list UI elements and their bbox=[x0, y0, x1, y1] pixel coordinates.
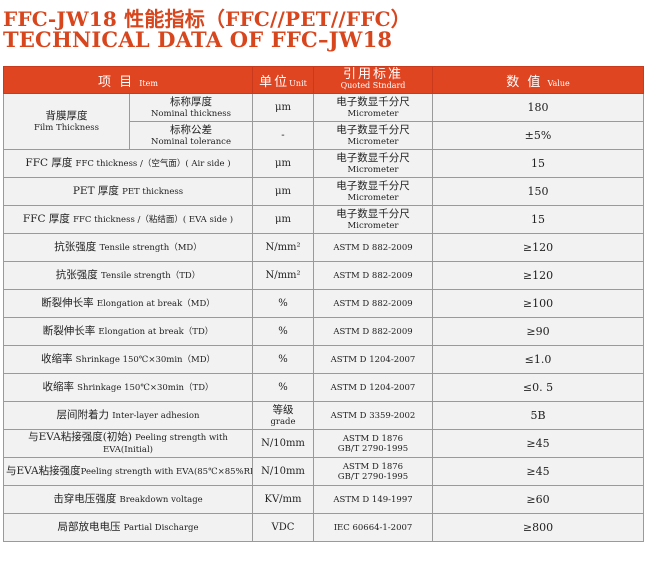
page-title-cn: FFC-JW18 性能指标（FFC//PET//FFC） bbox=[3, 7, 411, 31]
technical-data-table: 项 目 Item 单位Unit 引用标准 Quoted Stndard 数 值 V… bbox=[3, 66, 644, 542]
standard-cell: 电子数显千分尺 Micrometer bbox=[313, 93, 433, 122]
standard-cell: ASTM D 882-2009 bbox=[313, 317, 433, 346]
value-cell: 5B bbox=[432, 401, 644, 430]
unit-cell: μm bbox=[252, 177, 314, 206]
header-unit: 单位Unit bbox=[252, 66, 314, 94]
unit-cell: VDC bbox=[252, 513, 314, 542]
unit-cell: KV/mm bbox=[252, 485, 314, 514]
unit-cell: % bbox=[252, 345, 314, 374]
unit-cell: % bbox=[252, 373, 314, 402]
item-cell: PET 厚度 PET thickness bbox=[3, 177, 253, 206]
table-row: 层间附着力 Inter-layer adhesion 等级 grade ASTM D … bbox=[3, 401, 644, 430]
page-title-en: TECHNICAL DATA OF FFC–JW18 bbox=[3, 27, 393, 52]
header-standard: 引用标准 Quoted Stndard bbox=[313, 66, 433, 94]
table-row: 收缩率 Shrinkage 150℃×30min（MD）% ASTM D 1204… bbox=[3, 345, 644, 374]
table-row: 标称公差 Nominal tolerance - 电子数显千分尺 Micromete… bbox=[4, 121, 644, 150]
nominal-tolerance-label: 标称公差 Nominal tolerance bbox=[129, 121, 253, 150]
table-row: 局部放电电压 Partial Discharge VDC IEC 60664-1-2… bbox=[3, 513, 644, 542]
standard-cell: 电子数显千分尺 Micrometer bbox=[313, 177, 433, 206]
unit-cell: N/10mm bbox=[252, 429, 314, 458]
table-row: 击穿电压强度 Breakdown voltage KV/mm ASTM D 149-… bbox=[3, 485, 644, 514]
item-cell: 与EVA粘接强度(初始) Peeling strength with EVA(I… bbox=[3, 429, 253, 458]
table-row: 收缩率 Shrinkage 150℃×30min（TD）% ASTM D 1204… bbox=[3, 373, 644, 402]
standard-cell: 电子数显千分尺 Micrometer bbox=[313, 149, 433, 178]
item-cell: FFC 厚度 FFC thickness /（空气面）( Air side ) bbox=[3, 149, 253, 178]
table-row: 抗张强度 Tensile strength（MD） N/mm² ASTM D 882… bbox=[3, 233, 644, 262]
header-value: 数 值 Value bbox=[432, 66, 644, 94]
item-cell: 与EVA粘接强度Peeling strength with EVA(85℃×85… bbox=[3, 457, 253, 486]
table-row: PET 厚度 PET thickness μm 电子数显千分尺 Micrometer 1… bbox=[3, 177, 644, 206]
unit-cell: % bbox=[252, 289, 314, 318]
unit-cell: μm bbox=[252, 149, 314, 178]
unit-cell: - bbox=[252, 121, 314, 150]
value-cell: ±5% bbox=[432, 121, 644, 150]
standard-cell: ASTM D 1204-2007 bbox=[313, 345, 433, 374]
standard-cell: ASTM D 3359-2002 bbox=[313, 401, 433, 430]
unit-cell: μm bbox=[252, 205, 314, 234]
header-item: 项 目 Item bbox=[3, 66, 253, 94]
table-row: 背膜厚度 Film Thickness 标称厚度 Nominal thickness… bbox=[3, 93, 644, 150]
value-cell: ≥45 bbox=[432, 457, 644, 486]
value-cell: ≤0. 5 bbox=[432, 373, 644, 402]
item-cell: 抗张强度 Tensile strength（TD） bbox=[3, 261, 253, 290]
value-cell: 15 bbox=[432, 205, 644, 234]
nominal-thickness-label: 标称厚度 Nominal thickness bbox=[129, 93, 253, 122]
standard-cell: ASTM D 882-2009 bbox=[313, 289, 433, 318]
value-cell: ≥90 bbox=[432, 317, 644, 346]
value-cell: ≥100 bbox=[432, 289, 644, 318]
item-cell: 抗张强度 Tensile strength（MD） bbox=[3, 233, 253, 262]
unit-cell: % bbox=[252, 317, 314, 346]
standard-cell: IEC 60664-1-2007 bbox=[313, 513, 433, 542]
value-cell: ≥120 bbox=[432, 261, 644, 290]
unit-cell: N/10mm bbox=[252, 457, 314, 486]
value-cell: ≥45 bbox=[432, 429, 644, 458]
item-cell: 断裂伸长率 Elongation at break（TD） bbox=[3, 317, 253, 346]
value-cell: ≥60 bbox=[432, 485, 644, 514]
item-cell: FFC 厚度 FFC thickness /（粘结面）( EVA side ) bbox=[3, 205, 253, 234]
item-cell: 收缩率 Shrinkage 150℃×30min（MD） bbox=[3, 345, 253, 374]
unit-cell: μm bbox=[252, 93, 314, 122]
unit-cell: N/mm² bbox=[252, 233, 314, 262]
standard-cell: ASTM D 149-1997 bbox=[313, 485, 433, 514]
item-cell: 击穿电压强度 Breakdown voltage bbox=[3, 485, 253, 514]
standard-cell: ASTM D 1204-2007 bbox=[313, 373, 433, 402]
value-cell: 150 bbox=[432, 177, 644, 206]
table-row: 与EVA粘接强度Peeling strength with EVA(85℃×85… bbox=[3, 457, 644, 486]
table-row: FFC 厚度 FFC thickness /（空气面）( Air side ) μ… bbox=[3, 149, 644, 178]
unit-cell: N/mm² bbox=[252, 261, 314, 290]
item-cell: 局部放电电压 Partial Discharge bbox=[3, 513, 253, 542]
item-cell: 断裂伸长率 Elongation at break（MD） bbox=[3, 289, 253, 318]
film-thickness-label: 背膜厚度 Film Thickness bbox=[3, 93, 130, 150]
standard-cell: 电子数显千分尺 Micrometer bbox=[313, 205, 433, 234]
value-cell: ≤1.0 bbox=[432, 345, 644, 374]
standard-cell: ASTM D 1876 GB/T 2790-1995 bbox=[313, 429, 433, 458]
value-cell: ≥800 bbox=[432, 513, 644, 542]
standard-cell: ASTM D 882-2009 bbox=[313, 233, 433, 262]
standard-cell: ASTM D 882-2009 bbox=[313, 261, 433, 290]
unit-cell: 等级 grade bbox=[252, 401, 314, 430]
value-cell: ≥120 bbox=[432, 233, 644, 262]
table-row: 与EVA粘接强度(初始) Peeling strength with EVA(I… bbox=[3, 429, 644, 458]
item-cell: 层间附着力 Inter-layer adhesion bbox=[3, 401, 253, 430]
table-row: 断裂伸长率 Elongation at break（MD）% ASTM D 882… bbox=[3, 289, 644, 318]
table-row: 抗张强度 Tensile strength（TD） N/mm² ASTM D 882… bbox=[3, 261, 644, 290]
standard-cell: ASTM D 1876 GB/T 2790-1995 bbox=[313, 457, 433, 486]
item-cell: 收缩率 Shrinkage 150℃×30min（TD） bbox=[3, 373, 253, 402]
table-row: FFC 厚度 FFC thickness /（粘结面）( EVA side ) μ… bbox=[3, 205, 644, 234]
table-row: 断裂伸长率 Elongation at break（TD）% ASTM D 882… bbox=[3, 317, 644, 346]
table-header-row: 项 目 Item 单位Unit 引用标准 Quoted Stndard 数 值 V… bbox=[3, 66, 644, 94]
value-cell: 180 bbox=[432, 93, 644, 122]
standard-cell: 电子数显千分尺 Micrometer bbox=[313, 121, 433, 150]
value-cell: 15 bbox=[432, 149, 644, 178]
